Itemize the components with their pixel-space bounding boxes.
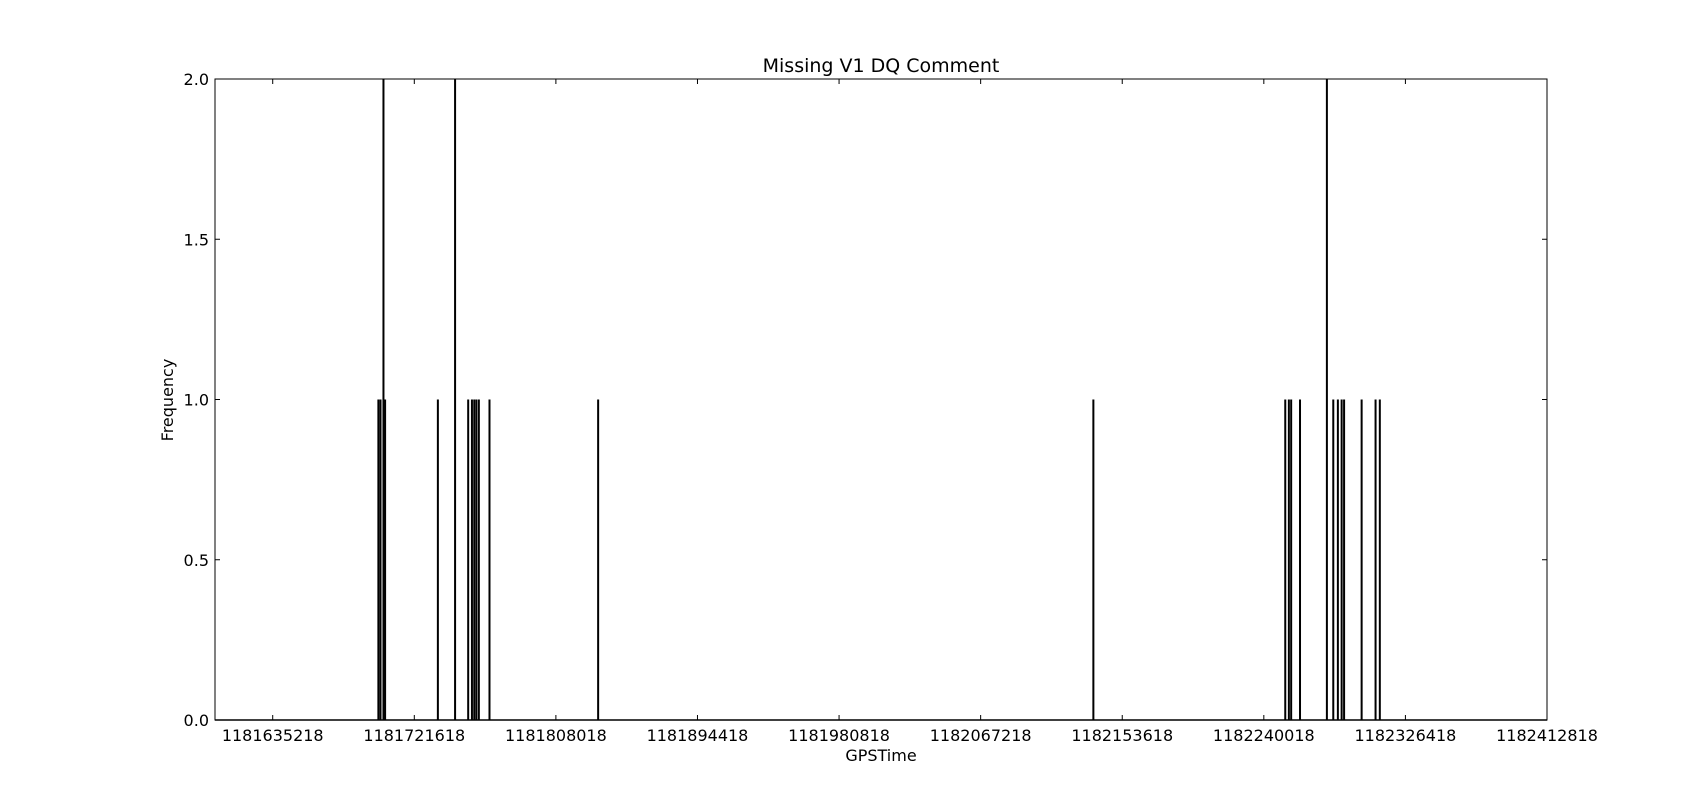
bars-layer (215, 79, 1547, 721)
x-tick-label: 1182412818 (1496, 726, 1598, 745)
histogram-bar (379, 399, 382, 720)
histogram-bar (473, 399, 476, 720)
y-tick-label: 1.0 (184, 391, 209, 410)
x-tick-label: 1182067218 (930, 726, 1032, 745)
histogram-bar (1287, 399, 1290, 720)
histogram-bar (1284, 399, 1287, 720)
histogram-bar (1332, 399, 1335, 720)
histogram-bar (1336, 399, 1339, 720)
chart-title: Missing V1 DQ Comment (763, 55, 1000, 77)
histogram-bar (1378, 399, 1381, 720)
histogram-bar (1374, 399, 1377, 720)
histogram-bar (1290, 399, 1293, 720)
histogram-bar (377, 399, 380, 720)
y-tick-label: 2.0 (184, 70, 209, 89)
histogram-bar (384, 399, 387, 720)
histogram-bar (1360, 399, 1363, 720)
histogram-bar (597, 399, 600, 720)
x-tick-label: 1181894418 (647, 726, 749, 745)
x-tick-label: 1182153618 (1071, 726, 1173, 745)
histogram-bar (470, 399, 473, 720)
histogram-bar (436, 399, 439, 720)
histogram-bar (454, 79, 457, 720)
plot-frame (214, 78, 1548, 721)
x-tick-label: 1182326418 (1355, 726, 1457, 745)
histogram-bar (488, 399, 491, 720)
ticks-layer: 1181635218 1181721618 1181808018 1181894418… (184, 70, 1598, 745)
histogram-bar (1340, 399, 1343, 720)
x-tick-label: 1181980818 (788, 726, 890, 745)
histogram-bar (467, 399, 470, 720)
x-tick-label: 1182240018 (1213, 726, 1315, 745)
y-tick-label: 0.0 (184, 711, 209, 730)
histogram-bar (1343, 399, 1346, 720)
x-axis-label: GPSTime (845, 746, 916, 765)
histogram-bar (1299, 399, 1302, 720)
x-tick-label: 1181721618 (363, 726, 465, 745)
histogram-bar (382, 79, 385, 720)
y-axis-label: Frequency (158, 359, 177, 442)
histogram-bar (477, 399, 480, 720)
x-tick-label: 1181808018 (505, 726, 607, 745)
histogram-bar (475, 399, 478, 720)
x-tick-label: 1181635218 (222, 726, 324, 745)
y-tick-label: 1.5 (184, 230, 209, 249)
histogram-bar (1325, 79, 1328, 720)
y-tick-label: 0.5 (184, 551, 209, 570)
histogram-bar (1092, 399, 1095, 720)
